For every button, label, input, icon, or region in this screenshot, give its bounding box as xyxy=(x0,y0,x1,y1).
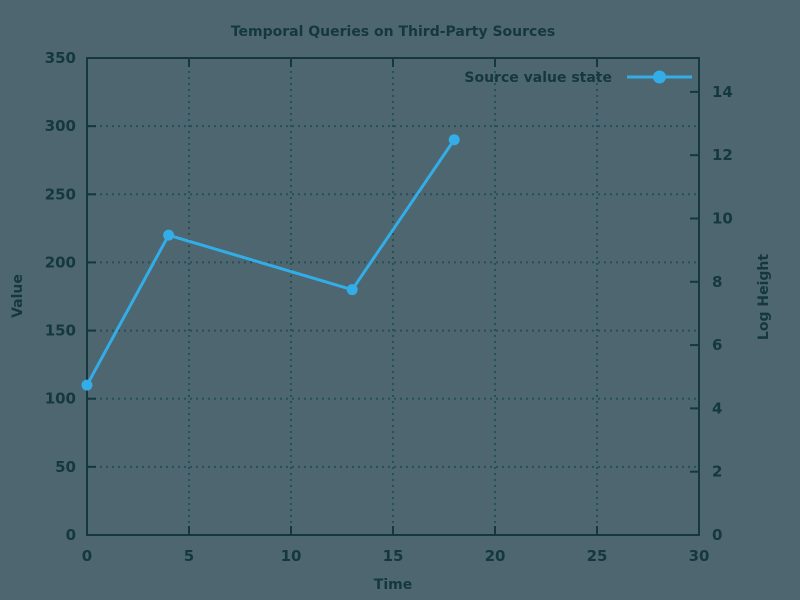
legend: Source value state xyxy=(464,70,692,86)
series-line xyxy=(85,138,456,387)
x-tick-label: 5 xyxy=(184,547,194,565)
y2-tick-label: 0 xyxy=(712,526,722,544)
x-axis-label: Time xyxy=(374,577,412,593)
y-tick-label: 250 xyxy=(45,185,76,203)
y2-tick-label: 8 xyxy=(712,273,722,291)
y-tick-label: 300 xyxy=(45,117,76,135)
y2-tick-label: 14 xyxy=(712,83,733,101)
x-tick-label: 10 xyxy=(281,547,302,565)
plot-border xyxy=(86,57,700,536)
y2-tick-label: 6 xyxy=(712,336,722,354)
y-axis-label: Value xyxy=(10,274,26,318)
y-tick-label: 50 xyxy=(55,458,76,476)
axes-layer xyxy=(86,57,700,536)
data-point xyxy=(163,229,175,241)
legend-label: Source value state xyxy=(464,70,612,86)
y-tick-label: 100 xyxy=(45,390,76,408)
y2-axis-label: Log Height xyxy=(756,254,772,340)
y-tick-label: 150 xyxy=(45,322,76,340)
y2-tick-label: 10 xyxy=(712,209,733,227)
data-point xyxy=(81,379,93,391)
x-tick-label: 30 xyxy=(689,547,710,565)
y-tick-label: 200 xyxy=(45,253,76,271)
x-tick-label: 15 xyxy=(383,547,404,565)
grid-layer xyxy=(88,59,698,534)
x-tick-label: 0 xyxy=(82,547,92,565)
y2-tick-label: 12 xyxy=(712,146,733,164)
legend-sample-marker xyxy=(653,70,666,84)
data-point xyxy=(346,284,358,296)
data-point xyxy=(448,134,460,146)
legend-line-sample xyxy=(627,70,692,84)
y2-tick-label: 4 xyxy=(712,399,722,417)
chart-title: Temporal Queries on Third-Party Sources xyxy=(231,24,555,40)
y-tick-label: 350 xyxy=(45,49,76,67)
y2-tick-label: 2 xyxy=(712,463,722,481)
y-tick-label: 0 xyxy=(66,526,76,544)
tick-label-layer: 0 5 10 15 20 25 300501001502002503003500246810… xyxy=(45,49,733,565)
x-tick-label: 20 xyxy=(485,547,506,565)
series-layer xyxy=(81,134,460,391)
x-tick-label: 25 xyxy=(587,547,608,565)
